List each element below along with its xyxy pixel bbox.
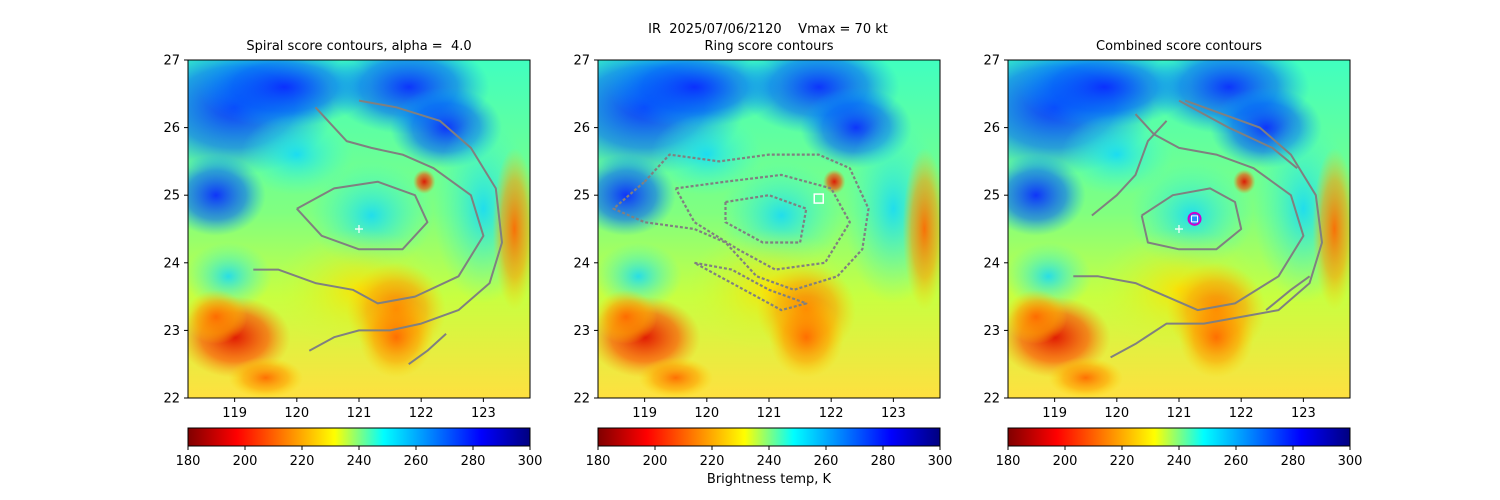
y-tick-label: 23 xyxy=(163,324,180,339)
y-tick-label: 27 xyxy=(573,54,590,69)
panel-title-combined: Combined score contours xyxy=(1096,39,1262,54)
colorbar-tick-label: 280 xyxy=(871,454,896,469)
contours xyxy=(612,153,870,312)
contour-line-0 xyxy=(253,106,485,305)
colorbar-tick-label: 300 xyxy=(1338,454,1363,469)
ir-image xyxy=(598,60,940,398)
x-tick-label: 119 xyxy=(1042,406,1067,421)
x-tick-label: 122 xyxy=(819,406,844,421)
contour-line-3 xyxy=(408,333,447,366)
y-tick-label: 24 xyxy=(573,256,590,271)
x-tick-label: 123 xyxy=(1291,406,1316,421)
storm-center-marker xyxy=(1175,225,1183,233)
combined-fix-square xyxy=(1191,215,1199,223)
colorbar-tick-label: 180 xyxy=(176,454,201,469)
contours xyxy=(253,99,503,366)
x-tick-label: 121 xyxy=(757,406,782,421)
x-tick-label: 123 xyxy=(881,406,906,421)
y-tick-label: 26 xyxy=(163,121,180,136)
contour-line-3 xyxy=(693,261,808,312)
colorbar-label: Brightness temp, K xyxy=(706,472,832,487)
colorbar-tick-label: 180 xyxy=(586,454,611,469)
y-tick-label: 24 xyxy=(163,256,180,271)
panel-title-spiral: Spiral score contours, alpha = 4.0 xyxy=(246,39,472,54)
colorbar-tick-label: 260 xyxy=(814,454,839,469)
colorbar-tick-label: 280 xyxy=(1281,454,1306,469)
x-tick-label: 122 xyxy=(409,406,434,421)
x-tick-label: 119 xyxy=(222,406,247,421)
x-tick-label: 122 xyxy=(1229,406,1254,421)
colorbar-tick-label: 220 xyxy=(1110,454,1135,469)
contour-line-0 xyxy=(1073,113,1305,312)
contour-line-2 xyxy=(1178,99,1298,169)
ir-image xyxy=(1008,60,1350,398)
colorbar xyxy=(187,427,531,447)
contour-line-1 xyxy=(674,173,851,271)
y-tick-label: 23 xyxy=(983,324,1000,339)
colorbar-tick-label: 180 xyxy=(996,454,1021,469)
y-tick-label: 24 xyxy=(983,256,1000,271)
y-tick-label: 22 xyxy=(163,392,180,407)
colorbar-tick-label: 240 xyxy=(1167,454,1192,469)
colorbar-tick-label: 200 xyxy=(1053,454,1078,469)
colorbar-tick-label: 220 xyxy=(700,454,725,469)
y-tick-label: 27 xyxy=(163,54,180,69)
panel-title-ring: Ring score contours xyxy=(704,39,834,54)
contour-line-5 xyxy=(1265,275,1311,311)
y-tick-label: 25 xyxy=(573,189,590,204)
contour-line-2 xyxy=(296,180,429,251)
x-tick-label: 123 xyxy=(471,406,496,421)
y-tick-label: 27 xyxy=(983,54,1000,69)
colorbar-tick-label: 260 xyxy=(404,454,429,469)
y-tick-label: 22 xyxy=(983,392,1000,407)
contour-line-1 xyxy=(308,99,503,352)
colorbar-tick-label: 300 xyxy=(928,454,953,469)
panel-0: 119 120 121 122 123 22 23 24 25 26 27 180 200 220 240 2… xyxy=(163,54,543,470)
colorbar xyxy=(597,427,941,447)
storm-center-marker xyxy=(355,225,363,233)
y-tick-label: 23 xyxy=(573,324,590,339)
x-tick-label: 121 xyxy=(1167,406,1192,421)
colorbar-tick-label: 280 xyxy=(461,454,486,469)
x-tick-label: 120 xyxy=(1104,406,1129,421)
ir-image xyxy=(188,60,530,398)
y-tick-label: 25 xyxy=(983,189,1000,204)
figure-suptitle: IR 2025/07/06/2120 Vmax = 70 kt xyxy=(648,22,888,37)
contour-line-0 xyxy=(612,153,870,291)
ring-fix-marker xyxy=(813,193,824,204)
contour-line-2 xyxy=(724,194,808,244)
panel-2: 119 120 121 122 123 22 23 24 25 26 27 180 200 220 240 2… xyxy=(983,54,1363,470)
colorbar xyxy=(1007,427,1351,447)
x-tick-label: 120 xyxy=(694,406,719,421)
contour-line-3 xyxy=(1091,120,1168,217)
y-tick-label: 26 xyxy=(983,121,1000,136)
y-tick-label: 26 xyxy=(573,121,590,136)
colorbar-tick-label: 220 xyxy=(290,454,315,469)
panel-1: 119 120 121 122 123 22 23 24 25 26 27 180 200 220 240 2… xyxy=(573,54,953,470)
combined-fix-marker xyxy=(1187,211,1202,226)
contours xyxy=(1073,99,1323,359)
colorbar-tick-label: 260 xyxy=(1224,454,1249,469)
y-tick-label: 25 xyxy=(163,189,180,204)
contour-line-4 xyxy=(1140,187,1243,251)
x-tick-label: 120 xyxy=(284,406,309,421)
colorbar-tick-label: 240 xyxy=(757,454,782,469)
colorbar-tick-label: 300 xyxy=(518,454,543,469)
colorbar-tick-label: 240 xyxy=(347,454,372,469)
contour-line-1 xyxy=(1110,99,1323,359)
y-tick-label: 22 xyxy=(573,392,590,407)
x-tick-label: 121 xyxy=(347,406,372,421)
x-tick-label: 119 xyxy=(632,406,657,421)
colorbar-tick-label: 200 xyxy=(233,454,258,469)
colorbar-tick-label: 200 xyxy=(643,454,668,469)
